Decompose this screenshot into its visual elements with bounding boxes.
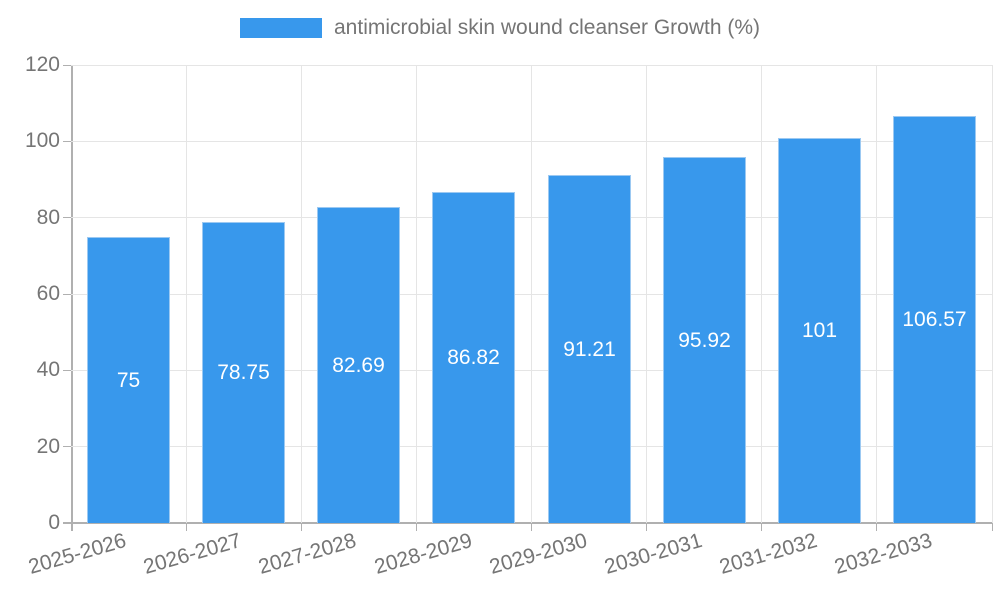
bar-value-label: 101	[801, 319, 838, 342]
bar[interactable]: 86.82	[432, 192, 515, 523]
x-axis-tick-mark	[70, 523, 72, 531]
bar-value-label: 95.92	[678, 328, 731, 352]
y-axis-tick-label: 120	[24, 53, 60, 76]
x-axis-tick-mark	[876, 523, 878, 531]
y-axis-tick-mark	[63, 369, 71, 371]
plot-area: 75 78.75 82.69 86.82 91.21 95.92 101 106.57	[71, 64, 993, 523]
bar-value-label: 75	[116, 368, 141, 392]
y-axis-tick-label: 20	[36, 434, 60, 458]
x-axis-tick-mark	[185, 523, 187, 531]
y-axis-tick-mark	[63, 522, 71, 524]
bar-value-label: 106.57	[902, 308, 967, 331]
x-axis-category-label-text: 2025-2026	[26, 529, 129, 579]
bar-value-label: 86.82	[447, 346, 500, 369]
bar[interactable]: 106.57	[893, 116, 976, 523]
gridline-vertical	[531, 65, 532, 523]
y-axis-tick-label: 40	[36, 358, 60, 382]
y-axis-tick-mark	[63, 64, 71, 66]
gridline-vertical	[185, 65, 187, 523]
x-axis-tick-mark	[761, 523, 763, 531]
bar-value-label: 78.75	[217, 361, 270, 384]
x-axis-category-label-text: 2030-2031	[601, 529, 705, 579]
y-axis-tick-label: 100	[24, 129, 60, 153]
x-axis-category-label-text: 2031-2032	[716, 529, 820, 579]
y-axis-tick-mark	[63, 293, 71, 295]
gridline-vertical	[761, 65, 763, 523]
x-axis-tick-mark	[531, 523, 532, 531]
chart-legend: antimicrobial skin wound cleanser Growth…	[0, 14, 1000, 42]
bar[interactable]: 82.69	[317, 207, 400, 523]
x-axis-tick-mark	[991, 523, 993, 531]
legend-swatch-icon	[240, 18, 322, 38]
bar-value-label: 91.21	[563, 337, 616, 361]
x-axis-line	[63, 522, 992, 524]
y-axis-tick-label: 80	[36, 205, 60, 229]
legend-label: antimicrobial skin wound cleanser Growth…	[334, 16, 760, 39]
y-axis-tick-label: 60	[36, 282, 60, 305]
x-axis-tick-mark	[415, 523, 417, 531]
x-axis-category-label-text: 2026-2027	[141, 529, 245, 579]
x-axis-category-label-text: 2032-2033	[831, 529, 935, 579]
gridline-vertical	[300, 65, 302, 523]
bar[interactable]: 95.92	[663, 157, 746, 523]
gridline-vertical	[991, 65, 993, 523]
y-axis-tick-mark	[63, 446, 71, 448]
bar[interactable]: 101	[778, 138, 861, 523]
x-axis-tick-mark	[300, 523, 302, 531]
x-axis-tick-mark	[646, 523, 648, 531]
x-axis-category-label-text: 2027-2028	[256, 529, 360, 579]
bar[interactable]: 75	[87, 237, 170, 523]
bar-value-label: 82.69	[332, 353, 385, 377]
gridline-vertical	[876, 65, 878, 523]
y-axis-tick-mark	[63, 140, 71, 142]
x-axis-category-label-text: 2029-2030	[486, 529, 590, 579]
y-axis-tick-label: 0	[48, 511, 60, 534]
gridline-vertical	[415, 65, 417, 523]
y-axis-line	[71, 65, 73, 531]
gridline-vertical	[646, 65, 648, 523]
bar[interactable]: 91.21	[548, 175, 631, 523]
y-axis-tick-mark	[63, 217, 71, 219]
bar[interactable]: 78.75	[202, 222, 285, 523]
legend-item[interactable]: antimicrobial skin wound cleanser Growth…	[240, 14, 760, 42]
x-axis-category-label-text: 2028-2029	[371, 529, 475, 579]
